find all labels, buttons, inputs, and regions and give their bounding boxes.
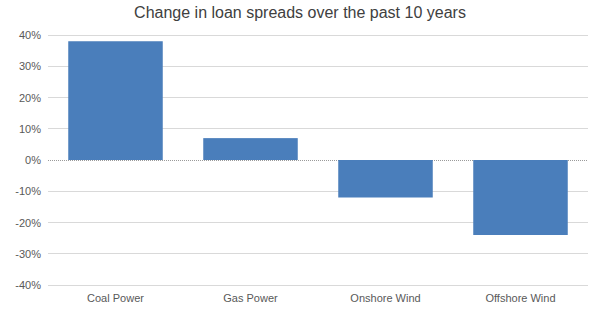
title: Change in loan spreads over the past 10 … (134, 4, 466, 21)
y-tick-label: -20% (15, 217, 41, 229)
x-tick-label: Onshore Wind (350, 292, 420, 304)
chart: Change in loan spreads over the past 10 … (0, 0, 600, 317)
y-tick-label: -10% (15, 185, 41, 197)
y-tick-label: 30% (19, 60, 41, 72)
y-tick-label: 40% (19, 29, 41, 41)
y-tick-label: 10% (19, 123, 41, 135)
grid-line (48, 285, 588, 286)
y-tick-label: 0% (25, 154, 41, 166)
bars (68, 41, 568, 235)
bar (203, 138, 298, 160)
bar (473, 160, 568, 235)
y-tick-label: -30% (15, 248, 41, 260)
x-tick-label: Offshore Wind (485, 292, 555, 304)
x-tick-label: Coal Power (87, 292, 144, 304)
grid-line (48, 35, 588, 36)
x-tick-label: Gas Power (223, 292, 278, 304)
y-tick-label: 20% (19, 92, 41, 104)
bar (68, 41, 163, 160)
y-tick-label: -40% (15, 279, 41, 291)
grid-line (48, 253, 588, 254)
bar (338, 160, 433, 198)
